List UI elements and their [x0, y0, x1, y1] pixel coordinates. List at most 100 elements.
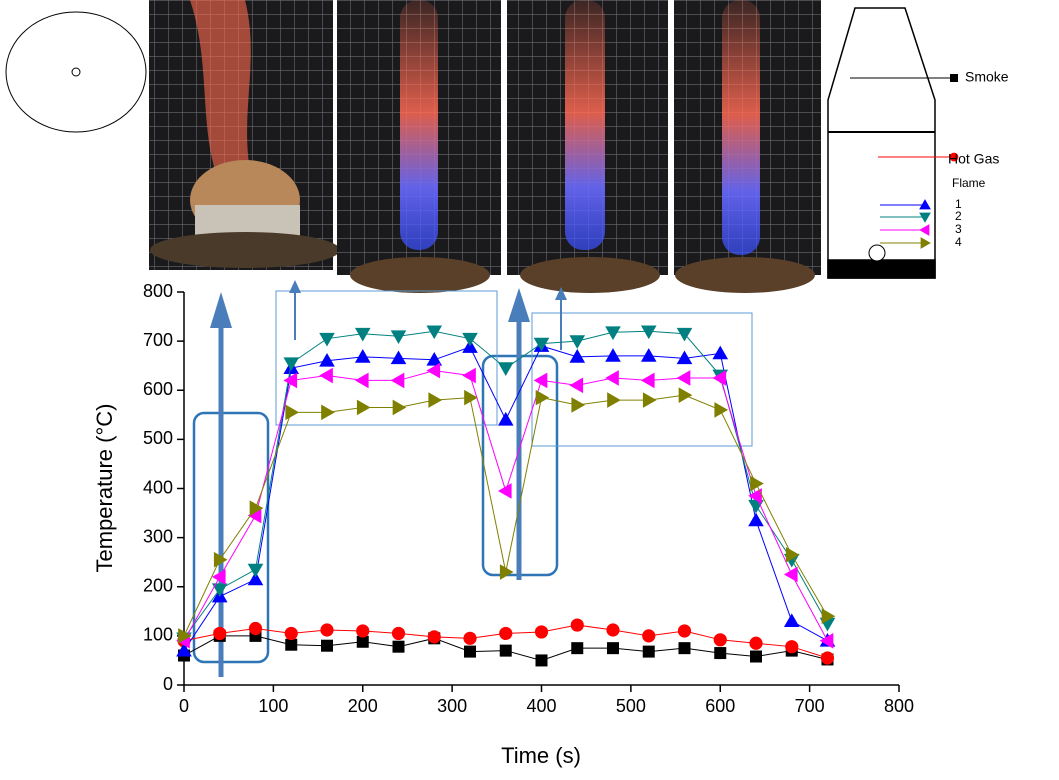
legend-label: 2 — [955, 209, 962, 223]
marker — [750, 650, 762, 663]
marker — [677, 624, 692, 638]
marker — [319, 367, 333, 384]
marker — [605, 370, 619, 386]
marker — [427, 630, 441, 644]
marker — [569, 377, 584, 394]
marker — [606, 623, 620, 637]
marker — [354, 327, 371, 342]
series — [176, 338, 836, 657]
annotations — [192, 280, 753, 677]
marker — [785, 640, 799, 654]
marker — [321, 639, 333, 652]
marker — [642, 645, 655, 658]
marker — [570, 618, 584, 632]
x-tick-label: 300 — [437, 696, 467, 716]
series — [176, 325, 836, 647]
marker — [211, 583, 228, 598]
marker — [497, 411, 514, 426]
marker — [949, 152, 959, 162]
marker — [607, 392, 621, 408]
marker — [462, 332, 478, 347]
y-tick-label: 100 — [143, 625, 173, 645]
marker — [676, 327, 693, 342]
marker — [535, 654, 548, 667]
marker — [783, 613, 800, 627]
marker — [428, 392, 443, 408]
marker — [462, 367, 476, 384]
marker — [640, 372, 655, 389]
marker — [678, 642, 691, 655]
marker — [569, 349, 586, 363]
marker — [640, 348, 657, 362]
y-tick-label: 200 — [143, 576, 173, 596]
marker — [712, 370, 727, 386]
marker — [285, 638, 298, 651]
marker — [785, 547, 800, 563]
disc — [5, 11, 147, 133]
x-axis-label: Time (s) — [501, 743, 581, 768]
photos — [149, 0, 821, 293]
marker — [356, 399, 371, 416]
series — [177, 618, 835, 665]
marker — [283, 372, 298, 389]
marker — [319, 352, 335, 367]
marker — [247, 571, 264, 586]
marker — [919, 199, 931, 210]
x-tick-label: 0 — [179, 696, 189, 716]
x-tick-label: 800 — [884, 696, 914, 716]
marker — [354, 372, 369, 389]
x-tick-label: 200 — [348, 696, 378, 716]
y-tick-label: 300 — [143, 526, 173, 546]
series-line — [183, 345, 828, 651]
series-line — [183, 370, 828, 642]
marker — [678, 387, 693, 403]
marker — [354, 349, 371, 363]
marker — [533, 337, 550, 352]
marker — [783, 566, 798, 583]
marker — [426, 351, 443, 366]
marker — [390, 350, 407, 365]
marker — [497, 362, 514, 376]
x-tick-label: 400 — [526, 696, 556, 716]
marker — [321, 404, 335, 421]
legend-label: 4 — [955, 235, 962, 249]
marker — [426, 325, 443, 340]
marker — [464, 645, 476, 658]
marker — [284, 626, 298, 641]
marker — [499, 564, 514, 580]
y-tick-label: 500 — [143, 428, 173, 448]
marker — [213, 551, 228, 568]
marker — [178, 628, 192, 644]
marker — [642, 629, 656, 643]
legend-label: 1 — [955, 197, 962, 211]
marker — [749, 636, 763, 650]
x-tick-label: 600 — [705, 696, 735, 716]
marker — [249, 500, 264, 516]
y-tick-label: 800 — [143, 281, 173, 301]
marker — [820, 651, 835, 665]
marker — [499, 626, 513, 641]
marker — [714, 402, 729, 418]
marker — [319, 332, 335, 347]
marker — [356, 624, 370, 638]
marker — [497, 483, 512, 499]
marker — [676, 350, 693, 365]
y-axis-label: Temperature (°C) — [92, 404, 117, 573]
marker — [533, 372, 548, 389]
marker — [248, 621, 263, 636]
y-tick-label: 0 — [163, 674, 173, 694]
plot: 0 100 200 300 400 500 600 700 800 0 100 200 300 400 50… — [143, 281, 914, 716]
marker — [642, 392, 657, 408]
marker — [176, 642, 192, 657]
x-tick-label: 500 — [616, 696, 646, 716]
marker — [534, 625, 549, 639]
marker — [247, 507, 262, 524]
y-tick-label: 600 — [143, 379, 173, 399]
marker — [283, 357, 300, 372]
series-line — [183, 330, 828, 639]
marker — [213, 626, 227, 641]
schematic — [827, 7, 936, 279]
marker — [748, 512, 764, 527]
